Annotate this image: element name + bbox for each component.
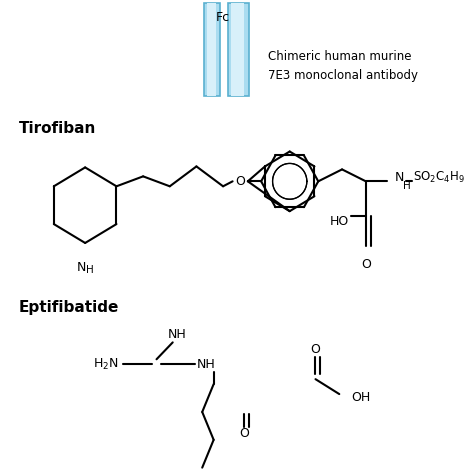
Text: Eptifibatide: Eptifibatide <box>18 300 119 315</box>
Text: H: H <box>403 181 410 191</box>
Text: Fc: Fc <box>216 11 230 24</box>
Text: Chimeric human murine: Chimeric human murine <box>268 50 411 63</box>
Text: Tirofiban: Tirofiban <box>18 121 96 136</box>
Text: H: H <box>86 265 94 275</box>
Text: N: N <box>77 261 86 274</box>
Bar <box>207 3 216 96</box>
Text: O: O <box>235 175 245 188</box>
Text: O: O <box>239 428 249 440</box>
Bar <box>231 3 244 96</box>
Text: O: O <box>361 258 371 271</box>
Text: OH: OH <box>352 391 371 403</box>
Text: 7E3 monoclonal antibody: 7E3 monoclonal antibody <box>268 70 418 82</box>
Text: $\mathregular{SO_2C_4H_9}$: $\mathregular{SO_2C_4H_9}$ <box>413 170 465 185</box>
Text: NH: NH <box>197 358 215 371</box>
Text: N: N <box>394 171 404 184</box>
Bar <box>204 3 220 96</box>
Text: NH: NH <box>168 328 187 341</box>
Bar <box>228 3 249 96</box>
Text: O: O <box>310 343 320 356</box>
Text: HO: HO <box>329 215 349 228</box>
Text: $\mathregular{H_2N}$: $\mathregular{H_2N}$ <box>93 357 119 372</box>
